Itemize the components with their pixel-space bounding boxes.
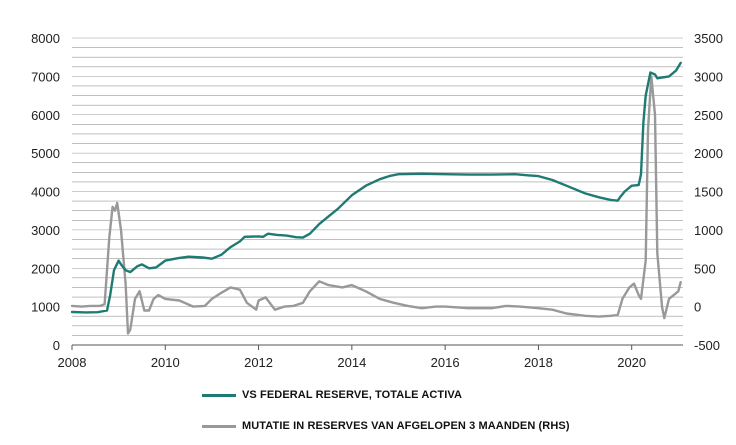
right-tick-label: 3500 bbox=[694, 31, 723, 46]
legend-item-total-assets: VS FEDERAL RESERVE, TOTALE ACTIVA bbox=[202, 389, 462, 401]
series-lines bbox=[70, 61, 682, 335]
right-axis-ticks: -500 0 500 1000 1500 2000 2500 3000 3500 bbox=[694, 31, 723, 353]
left-tick-label: 3000 bbox=[31, 223, 60, 238]
right-tick-label: 1500 bbox=[694, 185, 723, 200]
legend-label-total-assets: VS FEDERAL RESERVE, TOTALE ACTIVA bbox=[242, 389, 463, 401]
chart: 0 1000 2000 3000 4000 5000 6000 7000 8000 -500 0 5… bbox=[31, 31, 723, 370]
legend-swatch-reserve-change bbox=[202, 424, 236, 428]
x-tick-label: 2018 bbox=[524, 355, 553, 370]
series-line-reserve-change bbox=[70, 75, 682, 335]
left-tick-label: 4000 bbox=[31, 185, 60, 200]
left-axis-ticks: 0 1000 2000 3000 4000 5000 6000 7000 8000 bbox=[31, 31, 60, 353]
grid bbox=[72, 37, 683, 346]
right-tick-label: 3000 bbox=[694, 69, 723, 84]
left-tick-label: 2000 bbox=[31, 261, 60, 276]
right-tick-label: 2000 bbox=[694, 146, 723, 161]
right-tick-label: 0 bbox=[694, 300, 701, 315]
x-tick-label: 2014 bbox=[337, 355, 366, 370]
x-tick-label: 2008 bbox=[58, 355, 87, 370]
right-tick-label: -500 bbox=[694, 338, 720, 353]
left-tick-label: 6000 bbox=[31, 108, 60, 123]
left-tick-label: 0 bbox=[53, 338, 60, 353]
left-tick-label: 7000 bbox=[31, 69, 60, 84]
legend-item-reserve-change: MUTATIE IN RESERVES VAN AFGELOPEN 3 MAAN… bbox=[202, 420, 570, 432]
x-tick-label: 2010 bbox=[151, 355, 180, 370]
right-tick-label: 2500 bbox=[694, 108, 723, 123]
series-line-total-assets bbox=[70, 61, 682, 314]
right-tick-label: 1000 bbox=[694, 223, 723, 238]
x-tick-label: 2016 bbox=[431, 355, 460, 370]
x-axis-ticks: 2008 2010 2012 2014 2016 2018 2020 bbox=[58, 345, 646, 370]
left-tick-label: 1000 bbox=[31, 300, 60, 315]
legend-swatch-total-assets bbox=[202, 393, 236, 397]
left-tick-label: 5000 bbox=[31, 146, 60, 161]
legend-label-reserve-change: MUTATIE IN RESERVES VAN AFGELOPEN 3 MAAN… bbox=[242, 420, 570, 432]
x-tick-label: 2020 bbox=[617, 355, 646, 370]
left-tick-label: 8000 bbox=[31, 31, 60, 46]
right-tick-label: 500 bbox=[694, 261, 716, 276]
x-tick-label: 2012 bbox=[244, 355, 273, 370]
